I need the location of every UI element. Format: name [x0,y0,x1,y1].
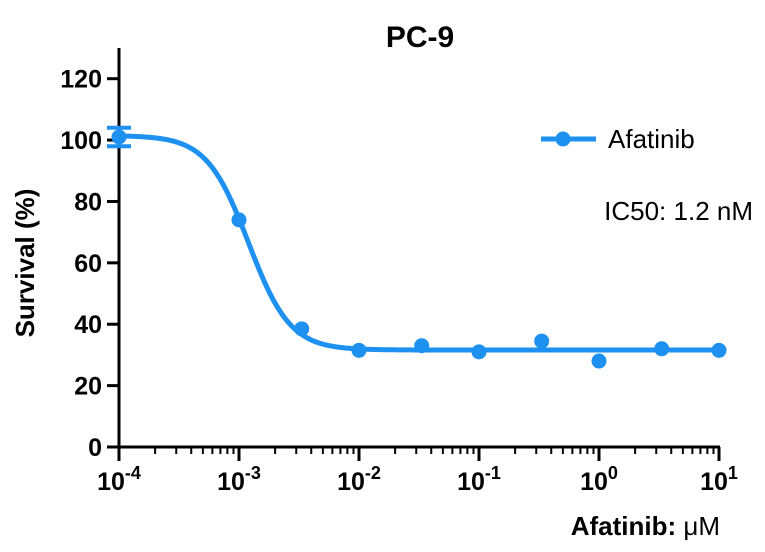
data-point [294,321,310,337]
x-tick-exponent: 1 [728,463,738,483]
y-tick-label: 40 [74,311,102,339]
legend: Afatinib [541,124,695,154]
y-tick-label: 120 [60,66,102,94]
data-point [534,333,550,349]
x-tick-exponent: -1 [485,463,501,483]
data-point [711,342,727,358]
data-point [231,212,247,228]
fit-curve [116,133,722,353]
legend-label: Afatinib [608,124,695,154]
data-point [414,338,430,354]
x-axis-label-unit: μM [683,511,720,541]
axes [117,48,720,449]
x-tick-exponent: -3 [245,463,261,483]
x-tick-label: 101 [700,463,738,496]
ic50-annotation: IC50: 1.2 nM [604,196,753,226]
y-tick-label: 20 [74,373,102,401]
data-point [111,129,127,145]
x-tick-label: 100 [580,463,618,496]
x-tick-base: 10 [217,468,245,496]
y-tick-label: 60 [74,250,102,278]
data-point [351,342,367,358]
y-tick-label: 0 [88,434,102,462]
x-tick-label: 10-4 [97,463,141,496]
x-tick-base: 10 [457,468,485,496]
x-ticks: 10-4 10-3 10-2 10-1 100 101 [97,447,738,496]
x-tick-label: 10-2 [337,463,381,496]
data-point [591,353,607,369]
x-axis-label: Afatinib: μM [571,511,720,541]
y-tick-label: 80 [74,188,102,216]
data-point [471,344,487,360]
chart-title: PC-9 [386,21,454,54]
y-axis-label: Survival (%) [10,189,40,338]
x-axis-label-main: Afatinib: [571,511,684,541]
x-tick-base: 10 [700,468,728,496]
y-tick-label: 100 [60,127,102,155]
legend-marker [555,131,571,147]
y-ticks: 0 20 40 60 80 100 120 [60,66,119,462]
x-tick-base: 10 [580,468,608,496]
x-tick-exponent: 0 [608,463,618,483]
data-point [654,341,670,357]
x-tick-exponent: -4 [125,463,141,483]
x-tick-exponent: -2 [365,463,381,483]
x-tick-label: 10-3 [217,463,261,496]
data-points [107,125,727,369]
x-tick-base: 10 [337,468,365,496]
x-tick-label: 10-1 [457,463,501,496]
x-tick-base: 10 [97,468,125,496]
